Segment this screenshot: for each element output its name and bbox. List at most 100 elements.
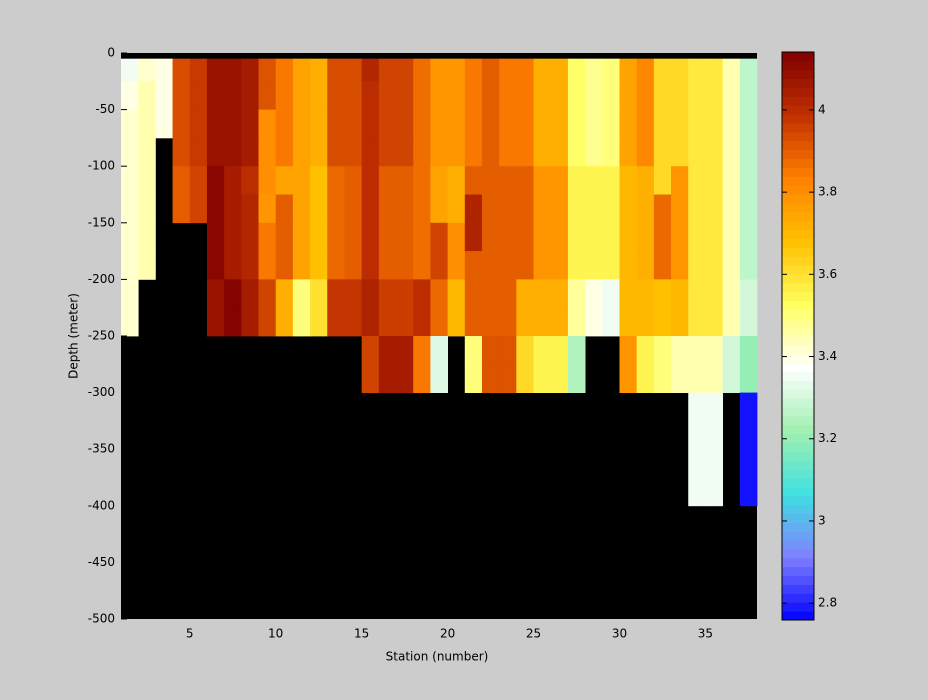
heatmap-cell [481,307,500,337]
heatmap-cell [138,166,156,195]
heatmap-cell [550,222,569,252]
heatmap-cell [344,279,363,309]
heatmap-cell [619,364,638,393]
heatmap-cell [722,58,741,82]
heatmap-cell [172,58,191,82]
heatmap-cell [378,307,397,337]
heatmap-cell [585,222,603,252]
heatmap-cell [653,137,672,167]
heatmap-cell [516,364,534,393]
heatmap-cell [224,307,242,337]
heatmap-cell [241,194,259,224]
heatmap-cell [258,279,277,309]
heatmap-cell [396,194,414,224]
heatmap-cell [585,166,603,195]
colorbar-band [782,131,814,142]
heatmap-cell [464,81,483,110]
heatmap-cell [430,166,448,195]
colorbar-band [782,424,814,435]
colorbar-band [782,557,814,568]
heatmap-cell [722,81,741,110]
heatmap-cell [688,109,706,139]
heatmap-cell [533,307,552,337]
heatmap-cell [688,81,706,110]
colorbar-band [782,114,814,124]
heatmap-cell [671,194,689,224]
heatmap-cell [671,251,689,280]
heatmap-cell [430,109,448,139]
y-tick-label: -100 [88,159,115,173]
heatmap-cell [189,166,208,195]
heatmap-cell [636,279,655,309]
colorbar-band [782,185,814,195]
heatmap-cell [671,307,689,337]
heatmap-cell [378,364,397,393]
colorbar-band [782,273,814,284]
heatmap-cell [481,58,500,82]
colorbar-band [782,495,814,506]
heatmap-cell [722,336,741,365]
x-tick-label: 15 [354,627,369,641]
heatmap-cell [550,251,569,280]
colorbar-band [782,87,814,97]
heatmap-cell [327,222,345,252]
heatmap-cell [258,194,277,224]
heatmap-cell [739,81,758,110]
heatmap-cell [705,81,724,110]
heatmap-cell [310,58,328,82]
colorbar-band [782,336,814,346]
heatmap-cell [688,279,706,309]
heatmap-cell [361,81,380,110]
heatmap-cell [688,336,706,365]
heatmap-cell [121,58,139,82]
heatmap-cell [533,251,552,280]
heatmap-cell [121,279,139,309]
heatmap-cell [224,222,242,252]
colorbar-tick-label: 3 [818,513,826,527]
heatmap-cell [585,58,603,82]
heatmap-cell [121,137,139,167]
heatmap-cell [722,279,741,309]
heatmap-cell [671,137,689,167]
heatmap-cell [516,81,534,110]
heatmap-cell [275,279,294,309]
heatmap-cell [533,364,552,393]
heatmap-cell [258,81,277,110]
heatmap-cell [516,251,534,280]
heatmap-cell [292,279,311,309]
heatmap-cell [636,81,655,110]
colorbar-band [782,344,814,355]
y-tick-label: -200 [88,272,115,286]
heatmap-cell [619,222,638,252]
heatmap-cell [206,109,225,139]
heatmap-cell [705,392,724,422]
heatmap-cell [275,307,294,337]
heatmap-cell [275,137,294,167]
heatmap-cell [481,109,500,139]
heatmap-cell [722,222,741,252]
colorbar-band [782,398,814,408]
heatmap-cell [121,166,139,195]
x-tick-label: 35 [698,627,713,641]
heatmap-cell [481,222,500,252]
heatmap-cell [722,137,741,167]
heatmap-cell [241,279,259,309]
y-tick-label: -50 [95,102,115,116]
heatmap-cell [224,279,242,309]
heatmap-cell [619,251,638,280]
heatmap-cell [121,81,139,110]
colorbar-band [782,327,814,337]
heatmap-cell [705,251,724,280]
heatmap-cell [602,109,620,139]
heatmap-cell [464,194,483,224]
heatmap-cell [344,251,363,280]
heatmap-cell [688,420,706,450]
heatmap-cell [172,109,191,139]
heatmap-cell [602,137,620,167]
heatmap-cell [585,251,603,280]
heatmap-cell [258,307,277,337]
heatmap-cell [499,58,517,82]
heatmap-cell [705,58,724,82]
heatmap-cell [327,81,345,110]
